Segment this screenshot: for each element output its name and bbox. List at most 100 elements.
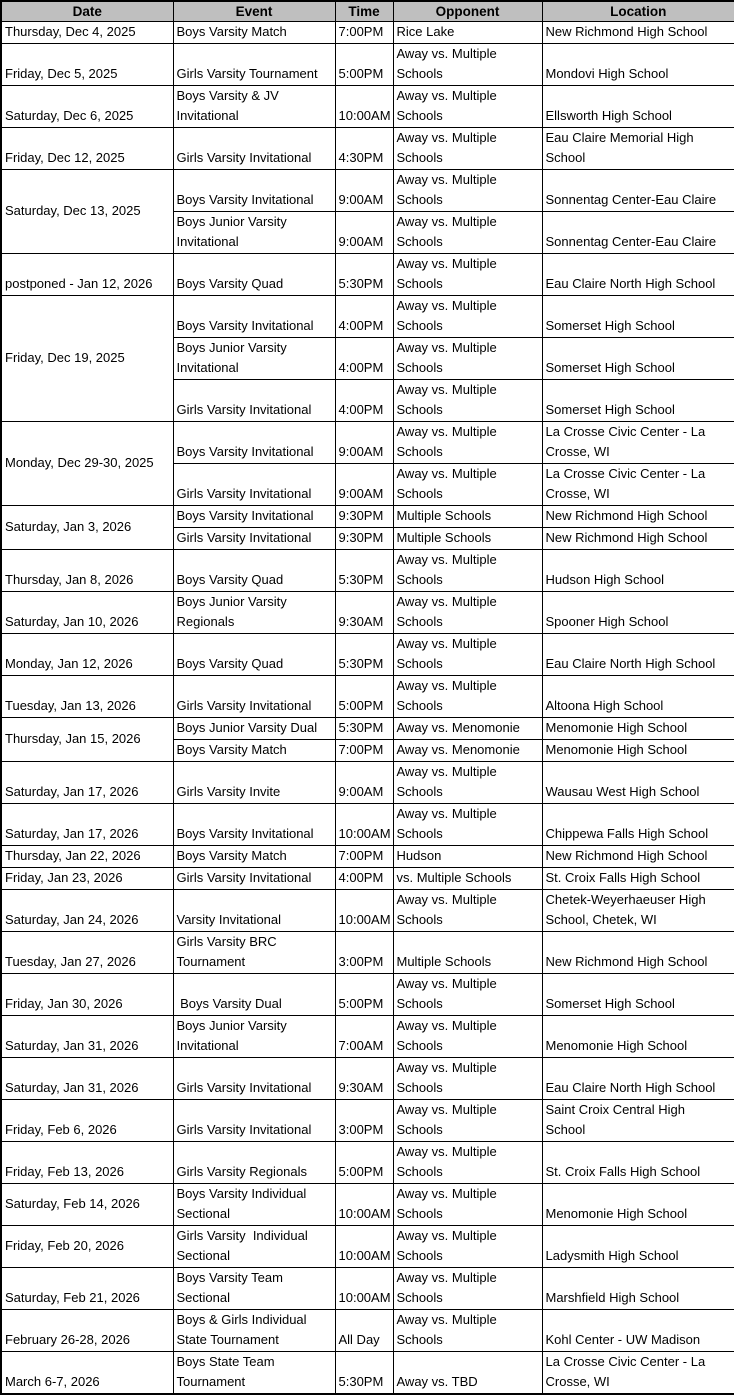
cell-opponent: vs. Multiple Schools xyxy=(392,867,543,890)
cell-date: Friday, Dec 12, 2025 xyxy=(0,127,174,170)
schedule-row: Monday, Dec 29-30, 2025 Boys Varsity Invi… xyxy=(0,421,734,506)
cell-time: 4:00PM xyxy=(334,337,394,380)
cell-opponent: Away vs. Multiple Schools xyxy=(392,295,543,338)
cell-event: Boys Varsity Invitational xyxy=(172,803,336,846)
cell-event: Boys & Girls Individual State Tournament xyxy=(172,1309,336,1352)
cell-date: Saturday, Jan 31, 2026 xyxy=(0,1057,174,1100)
cell-time: 7:00PM xyxy=(334,739,394,762)
cell-time: 5:30PM xyxy=(334,633,394,676)
cell-date: March 6-7, 2026 xyxy=(0,1351,174,1395)
cell-opponent: Away vs. TBD xyxy=(392,1351,543,1395)
cell-date: postponed - Jan 12, 2026 xyxy=(0,253,174,296)
cell-time: 10:00AM xyxy=(334,85,394,128)
cell-location: Menomonie High School xyxy=(541,1015,734,1058)
cell-location: Somerset High School xyxy=(541,973,734,1016)
cell-event: Girls Varsity Invite xyxy=(172,761,336,804)
cell-location: New Richmond High School xyxy=(541,505,734,528)
schedule-row: Friday, Feb 13, 2026 Girls Varsity Region… xyxy=(0,1141,734,1184)
cell-event: Boys Junior Varsity Invitational xyxy=(172,337,336,380)
schedule-row: Tuesday, Jan 13, 2026 Girls Varsity Invit… xyxy=(0,675,734,718)
cell-opponent: Away vs. Multiple Schools xyxy=(392,169,543,212)
cell-opponent: Away vs. Multiple Schools xyxy=(392,1267,543,1310)
cell-location: Ellsworth High School xyxy=(541,85,734,128)
cell-date: Saturday, Dec 13, 2025 xyxy=(0,169,174,254)
cell-event: Boys Varsity Invitational xyxy=(172,505,336,528)
cell-event: Girls Varsity Tournament xyxy=(172,43,336,86)
schedule-row: Saturday, Feb 14, 2026 Boys Varsity Indiv… xyxy=(0,1183,734,1226)
schedule-table-body: Thursday, Dec 4, 2025 Boys Varsity Match 7… xyxy=(0,21,734,1395)
cell-date: Saturday, Feb 14, 2026 xyxy=(0,1183,174,1226)
cell-location: New Richmond High School xyxy=(541,527,734,550)
cell-event: Boys Varsity Match xyxy=(172,739,336,762)
cell-event: Boys Varsity Invitational xyxy=(172,295,336,338)
cell-location: Somerset High School xyxy=(541,337,734,380)
cell-event: Boys State Team Tournament xyxy=(172,1351,336,1395)
cell-opponent: Away vs. Multiple Schools xyxy=(392,803,543,846)
cell-event: Girls Varsity Regionals xyxy=(172,1141,336,1184)
cell-opponent: Away vs. Multiple Schools xyxy=(392,253,543,296)
cell-event: Girls Varsity Invitational xyxy=(172,127,336,170)
schedule-row: Friday, Feb 6, 2026 Girls Varsity Invitat… xyxy=(0,1099,734,1142)
cell-time: 10:00AM xyxy=(334,803,394,846)
cell-opponent: Away vs. Multiple Schools xyxy=(392,211,543,254)
cell-date: Friday, Dec 19, 2025 xyxy=(0,295,174,422)
schedule-row: Saturday, Jan 31, 2026 Boys Junior Varsit… xyxy=(0,1015,734,1058)
cell-location: Kohl Center - UW Madison xyxy=(541,1309,734,1352)
cell-time: 4:30PM xyxy=(334,127,394,170)
schedule-row: Tuesday, Jan 27, 2026 Girls Varsity BRC T… xyxy=(0,931,734,974)
cell-time: 9:30AM xyxy=(334,1057,394,1100)
cell-time: 5:30PM xyxy=(334,1351,394,1395)
cell-time: 5:30PM xyxy=(334,717,394,740)
cell-event: Boys Varsity Invitational xyxy=(172,169,336,212)
cell-date: Tuesday, Jan 27, 2026 xyxy=(0,931,174,974)
cell-location: Chetek-Weyerhaeuser High School, Chetek,… xyxy=(541,889,734,932)
cell-location: St. Croix Falls High School xyxy=(541,867,734,890)
cell-opponent: Away vs. Multiple Schools xyxy=(392,1183,543,1226)
schedule-row: Saturday, Dec 6, 2025 Boys Varsity & JV I… xyxy=(0,85,734,128)
cell-event: Varsity Invitational xyxy=(172,889,336,932)
cell-date: Friday, Dec 5, 2025 xyxy=(0,43,174,86)
cell-event: Girls Varsity Invitational xyxy=(172,1057,336,1100)
cell-opponent: Away vs. Multiple Schools xyxy=(392,1099,543,1142)
cell-opponent: Away vs. Multiple Schools xyxy=(392,549,543,592)
cell-date: Friday, Jan 30, 2026 xyxy=(0,973,174,1016)
cell-location: Hudson High School xyxy=(541,549,734,592)
schedule-row: Thursday, Jan 15, 2026 Boys Junior Varsit… xyxy=(0,717,734,762)
cell-time: 9:30PM xyxy=(334,505,394,528)
cell-date: Friday, Feb 13, 2026 xyxy=(0,1141,174,1184)
cell-time: 9:00AM xyxy=(334,169,394,212)
cell-location: Eau Claire North High School xyxy=(541,253,734,296)
cell-time: 4:00PM xyxy=(334,295,394,338)
cell-location: La Crosse Civic Center - La Crosse, WI xyxy=(541,463,734,506)
cell-opponent: Away vs. Multiple Schools xyxy=(392,379,543,422)
cell-location: Ladysmith High School xyxy=(541,1225,734,1268)
cell-location: Menomonie High School xyxy=(541,739,734,762)
cell-date: Saturday, Jan 17, 2026 xyxy=(0,803,174,846)
cell-location: Wausau West High School xyxy=(541,761,734,804)
cell-location: Marshfield High School xyxy=(541,1267,734,1310)
cell-location: Somerset High School xyxy=(541,295,734,338)
cell-location: Saint Croix Central High School xyxy=(541,1099,734,1142)
column-header-location: Location xyxy=(541,0,734,22)
cell-date: Saturday, Dec 6, 2025 xyxy=(0,85,174,128)
schedule-row: Friday, Jan 23, 2026 Girls Varsity Invita… xyxy=(0,867,734,890)
cell-time: 9:30AM xyxy=(334,591,394,634)
cell-event: Boys Junior Varsity Regionals xyxy=(172,591,336,634)
cell-time: 5:30PM xyxy=(334,549,394,592)
cell-event: Girls Varsity BRC Tournament xyxy=(172,931,336,974)
schedule-row: Saturday, Jan 3, 2026 Boys Varsity Invita… xyxy=(0,505,734,550)
cell-opponent: Away vs. Multiple Schools xyxy=(392,421,543,464)
cell-location: Menomonie High School xyxy=(541,717,734,740)
cell-opponent: Away vs. Multiple Schools xyxy=(392,337,543,380)
cell-event: Boys Junior Varsity Dual xyxy=(172,717,336,740)
cell-event: Boys Varsity Match xyxy=(172,21,336,44)
schedule-row: Friday, Jan 30, 2026 Boys Varsity Dual 5:… xyxy=(0,973,734,1016)
cell-time: 4:00PM xyxy=(334,867,394,890)
cell-date: Friday, Jan 23, 2026 xyxy=(0,867,174,890)
cell-time: 7:00PM xyxy=(334,845,394,868)
cell-opponent: Away vs. Multiple Schools xyxy=(392,1141,543,1184)
cell-location: Eau Claire Memorial High School xyxy=(541,127,734,170)
cell-date: Monday, Dec 29-30, 2025 xyxy=(0,421,174,506)
cell-location: New Richmond High School xyxy=(541,21,734,44)
cell-location: Eau Claire North High School xyxy=(541,633,734,676)
